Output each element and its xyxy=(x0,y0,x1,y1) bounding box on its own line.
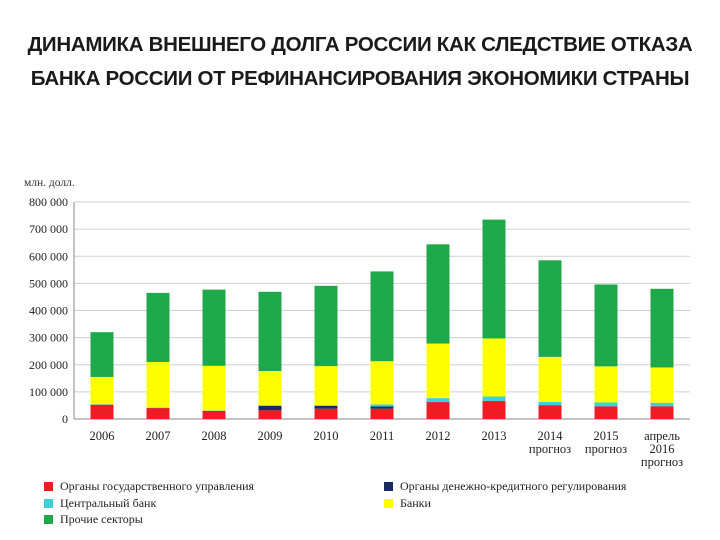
bar-segment xyxy=(314,366,338,406)
bar-segment xyxy=(482,338,506,397)
bar-segment xyxy=(426,402,450,419)
x-tick-label: 2007 xyxy=(146,429,171,443)
legend-swatch xyxy=(44,482,53,491)
bar-segment xyxy=(538,356,562,402)
y-tick-label: 600 000 xyxy=(29,249,68,263)
bar-segment xyxy=(370,404,394,407)
bar-segment xyxy=(202,289,226,366)
legend-label: Центральный банк xyxy=(60,496,157,510)
x-tick-label: 2012 xyxy=(426,429,451,443)
y-tick-label: 0 xyxy=(62,412,68,426)
legend-item: Органы государственного управления xyxy=(44,479,254,494)
bar-segment xyxy=(202,410,226,412)
legend-swatch xyxy=(44,515,53,524)
bar-segment xyxy=(314,405,338,409)
x-tick-label: 2009 xyxy=(258,429,283,443)
bar-segment xyxy=(90,332,114,377)
bar-segment xyxy=(594,366,618,403)
bar-segment xyxy=(370,408,394,419)
bar-segment xyxy=(314,285,338,367)
legend-swatch xyxy=(384,482,393,491)
y-tick-label: 400 000 xyxy=(29,304,68,318)
x-tick-label: 2011 xyxy=(370,429,395,443)
bar-segment xyxy=(258,370,282,406)
bar-segment xyxy=(538,260,562,357)
y-tick-label: 800 000 xyxy=(29,195,68,209)
title-line-2: БАНКА РОССИИ ОТ РЕФИНАНСИРОВАНИЯ ЭКОНОМИ… xyxy=(30,67,690,90)
y-unit-label: млн. долл. xyxy=(24,177,75,189)
bar-segment xyxy=(370,406,394,409)
bar-segment xyxy=(314,408,338,419)
slide-title: ДИНАМИКА ВНЕШНЕГО ДОЛГА РОССИИ КАК СЛЕДС… xyxy=(0,28,720,96)
legend-label: Банки xyxy=(400,496,431,510)
bar-segment xyxy=(650,367,674,403)
bar-segment xyxy=(538,401,562,406)
x-tick-label: 2008 xyxy=(202,429,227,443)
legend-swatch xyxy=(384,499,393,508)
legend-label: Прочие секторы xyxy=(60,512,143,526)
title-line-1: ДИНАМИКА ВНЕШНЕГО ДОЛГА РОССИИ КАК СЛЕДС… xyxy=(27,33,693,56)
bar-segment xyxy=(650,402,674,407)
bar-segment xyxy=(258,405,282,411)
bar-segment xyxy=(370,271,394,362)
x-tick-label: апрель 2016 прогноз xyxy=(641,429,683,469)
bar-segment xyxy=(594,402,618,407)
legend-item: Центральный банк xyxy=(44,496,156,511)
bar-segment xyxy=(202,365,226,411)
y-tick-label: 200 000 xyxy=(29,358,68,372)
bar-segment xyxy=(538,405,562,419)
bar-segment xyxy=(90,376,114,405)
bar-segment xyxy=(426,244,450,344)
bar-segment xyxy=(650,288,674,368)
x-tick-label: 2010 xyxy=(314,429,339,443)
legend-swatch xyxy=(44,499,53,508)
bar-segment xyxy=(426,398,450,402)
x-tick-label: 2014 прогноз xyxy=(529,429,571,456)
legend-label: Органы государственного управления xyxy=(60,479,255,493)
bar-segment xyxy=(594,406,618,419)
bar-segment xyxy=(370,361,394,405)
legend-item: Прочие секторы xyxy=(44,512,143,527)
bar-segment xyxy=(482,219,506,339)
bar-segment xyxy=(482,401,506,419)
legend-label: Органы денежно-кредитного регулирования xyxy=(400,479,627,493)
y-tick-label: 700 000 xyxy=(29,222,68,236)
x-tick-label: 2006 xyxy=(90,429,115,443)
legend-item: Органы денежно-кредитного регулирования xyxy=(384,479,626,494)
bar-segment xyxy=(146,408,170,419)
bar-segment xyxy=(482,396,506,401)
y-tick-label: 300 000 xyxy=(29,331,68,345)
legend-item: Банки xyxy=(384,496,431,511)
bar-segment xyxy=(650,406,674,419)
y-tick-label: 100 000 xyxy=(29,385,68,399)
x-tick-label: 2015 прогноз xyxy=(585,429,627,456)
bar-segment xyxy=(90,404,114,419)
bar-segment xyxy=(146,292,170,363)
bar-segment xyxy=(146,362,170,408)
y-tick-label: 500 000 xyxy=(29,276,68,290)
x-tick-label: 2013 xyxy=(482,429,507,443)
bar-segment xyxy=(594,284,618,367)
bar-segment xyxy=(258,410,282,419)
bar-segment xyxy=(426,343,450,399)
bar-segment xyxy=(258,291,282,371)
bar-segment xyxy=(202,411,226,419)
